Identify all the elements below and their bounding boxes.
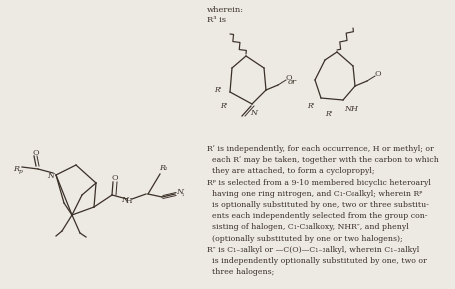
Text: R″ is C₁₋₃alkyl or —C(O)—C₁₋₃alkyl, wherein C₁₋₃alkyl: R″ is C₁₋₃alkyl or —C(O)—C₁₋₃alkyl, wher… bbox=[207, 246, 418, 254]
Text: wherein:: wherein: bbox=[207, 6, 243, 14]
Text: O: O bbox=[374, 70, 380, 78]
Text: H: H bbox=[126, 197, 132, 205]
Text: each Rʹ may be taken, together with the carbon to which: each Rʹ may be taken, together with the … bbox=[207, 156, 438, 164]
Text: (optionally substituted by one or two halogens);: (optionally substituted by one or two ha… bbox=[207, 235, 402, 242]
Text: O: O bbox=[111, 174, 118, 182]
Text: p: p bbox=[19, 170, 23, 175]
Text: NH: NH bbox=[343, 105, 357, 113]
Text: R': R' bbox=[214, 86, 221, 94]
Text: having one ring nitrogen, and C₁-C₆alkyl; wherein Rᵖ: having one ring nitrogen, and C₁-C₆alkyl… bbox=[207, 190, 421, 198]
Text: ents each independently selected from the group con-: ents each independently selected from th… bbox=[207, 212, 427, 220]
Text: O: O bbox=[285, 74, 292, 82]
Text: ₁: ₁ bbox=[182, 192, 184, 197]
Text: R': R' bbox=[220, 102, 227, 110]
Text: ²: ² bbox=[165, 168, 167, 173]
Text: is independently optionally substituted by one, two or: is independently optionally substituted … bbox=[207, 257, 426, 265]
Text: N: N bbox=[47, 172, 55, 180]
Text: R: R bbox=[13, 165, 19, 173]
Text: they are attached, to form a cyclopropyl;: they are attached, to form a cyclopropyl… bbox=[207, 167, 374, 175]
Text: R³ is: R³ is bbox=[207, 16, 226, 24]
Text: Rᵖ is selected from a 9-10 membered bicyclic heteroaryl: Rᵖ is selected from a 9-10 membered bicy… bbox=[207, 179, 430, 187]
Text: is optionally substituted by one, two or three substitu-: is optionally substituted by one, two or… bbox=[207, 201, 428, 209]
Text: three halogens;: three halogens; bbox=[207, 268, 273, 276]
Text: N: N bbox=[250, 109, 257, 117]
Text: Rʹ is independently, for each occurrence, H or methyl; or: Rʹ is independently, for each occurrence… bbox=[207, 145, 433, 153]
Text: R: R bbox=[159, 164, 165, 172]
Text: N: N bbox=[176, 188, 183, 196]
Text: R': R' bbox=[324, 110, 332, 118]
Text: N: N bbox=[121, 196, 128, 204]
Text: sisting of halogen, C₁-C₃alkoxy, NHR″, and phenyl: sisting of halogen, C₁-C₃alkoxy, NHR″, a… bbox=[207, 223, 408, 231]
Text: O: O bbox=[33, 149, 39, 157]
Text: or: or bbox=[287, 78, 296, 86]
Text: R': R' bbox=[307, 102, 314, 110]
